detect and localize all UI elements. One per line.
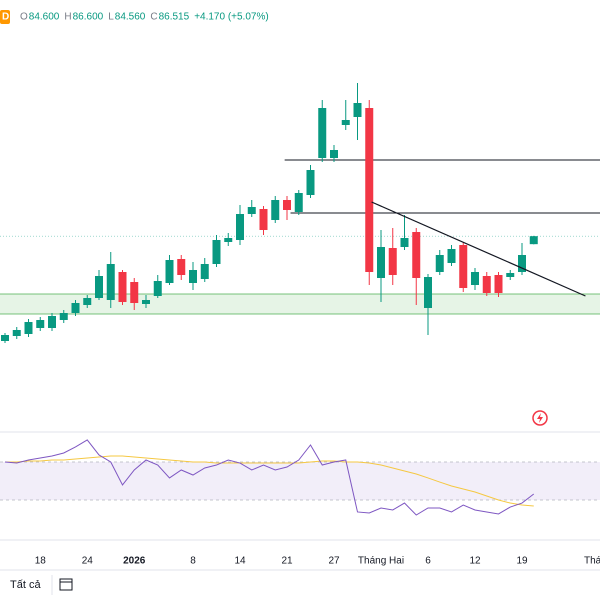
candle-body — [306, 170, 315, 195]
rsi-ma-line — [5, 455, 534, 507]
interval: D — [2, 12, 9, 23]
ohlc-key: H — [64, 12, 71, 23]
rsi-line — [4, 439, 535, 516]
time-label: 14 — [234, 556, 246, 567]
candle-body — [482, 276, 491, 293]
candle-body — [48, 316, 56, 328]
candle-body — [224, 238, 233, 242]
candle-body — [106, 264, 115, 300]
candle-body — [341, 120, 350, 125]
ohlc-header: O 84.600 H 86.600 L 84.560 C 86.515 +4.170 (+5.0… — [20, 12, 269, 23]
time-label: 27 — [328, 556, 340, 567]
time-label: 24 — [82, 556, 94, 567]
candle-body — [294, 193, 303, 212]
candle-body — [177, 259, 186, 275]
candle-body — [259, 209, 268, 230]
ohlc-key: O — [20, 12, 28, 23]
support-zone — [0, 294, 600, 314]
range-button[interactable]: Tất cả — [10, 579, 41, 591]
candle-body — [283, 200, 291, 210]
candle-body — [83, 298, 92, 305]
candle-body — [377, 247, 385, 278]
candle-body — [471, 272, 479, 285]
time-label: 12 — [469, 556, 481, 567]
ohlc-change: +4.170 (+5.07%) — [194, 12, 269, 23]
candle-body — [12, 330, 21, 336]
time-label: 6 — [425, 556, 431, 567]
ohlc-key: L — [108, 12, 114, 23]
candle-body — [71, 303, 80, 313]
candle-body — [330, 150, 338, 158]
ohlc-value: 84.600 — [29, 12, 60, 23]
ohlc-value: 86.515 — [159, 12, 190, 23]
candle-body — [388, 248, 397, 275]
candle-body — [189, 270, 197, 283]
time-label: Tháng Hai — [358, 556, 404, 567]
time-label: 21 — [281, 556, 293, 567]
candle-body — [130, 282, 139, 303]
candle-body — [24, 322, 33, 334]
candle-body — [118, 272, 127, 302]
alert-bolt — [537, 413, 543, 423]
candle-body — [318, 108, 327, 158]
candle-body — [459, 245, 468, 288]
calendar-icon[interactable] — [59, 578, 73, 591]
candle-body — [518, 255, 526, 272]
candle-body — [506, 273, 515, 277]
ohlc-key: C — [150, 12, 157, 23]
candle-body — [165, 260, 174, 283]
candle-body — [400, 238, 409, 247]
candle-body — [142, 300, 150, 304]
ohlc-value: 84.560 — [115, 12, 146, 23]
interval-badge[interactable] — [0, 10, 10, 24]
candle-body — [95, 276, 103, 298]
candle-body — [353, 103, 362, 117]
ohlc-value: 86.600 — [73, 12, 104, 23]
candle-body — [236, 214, 244, 240]
candle-body — [1, 335, 9, 341]
candle-body — [447, 249, 456, 263]
candle-body — [59, 313, 68, 320]
time-label: Thán — [584, 556, 600, 567]
alert-icon[interactable] — [532, 410, 548, 426]
candle-body — [412, 232, 421, 278]
candle-body — [247, 207, 256, 214]
time-label: 18 — [35, 556, 47, 567]
time-label: 2026 — [123, 556, 146, 567]
candle-body — [365, 108, 374, 272]
time-label: 19 — [516, 556, 528, 567]
candle-body — [435, 255, 444, 272]
trendline — [371, 201, 586, 297]
time-label: 8 — [190, 556, 196, 567]
candle-body — [529, 236, 538, 245]
candle-body — [212, 240, 221, 264]
candle-body — [271, 200, 280, 220]
candle-body — [494, 275, 503, 293]
candle-body — [200, 264, 209, 279]
rsi-band — [0, 462, 600, 500]
candle-body — [36, 320, 45, 328]
candle-body — [424, 277, 432, 308]
candle-body — [153, 281, 162, 296]
